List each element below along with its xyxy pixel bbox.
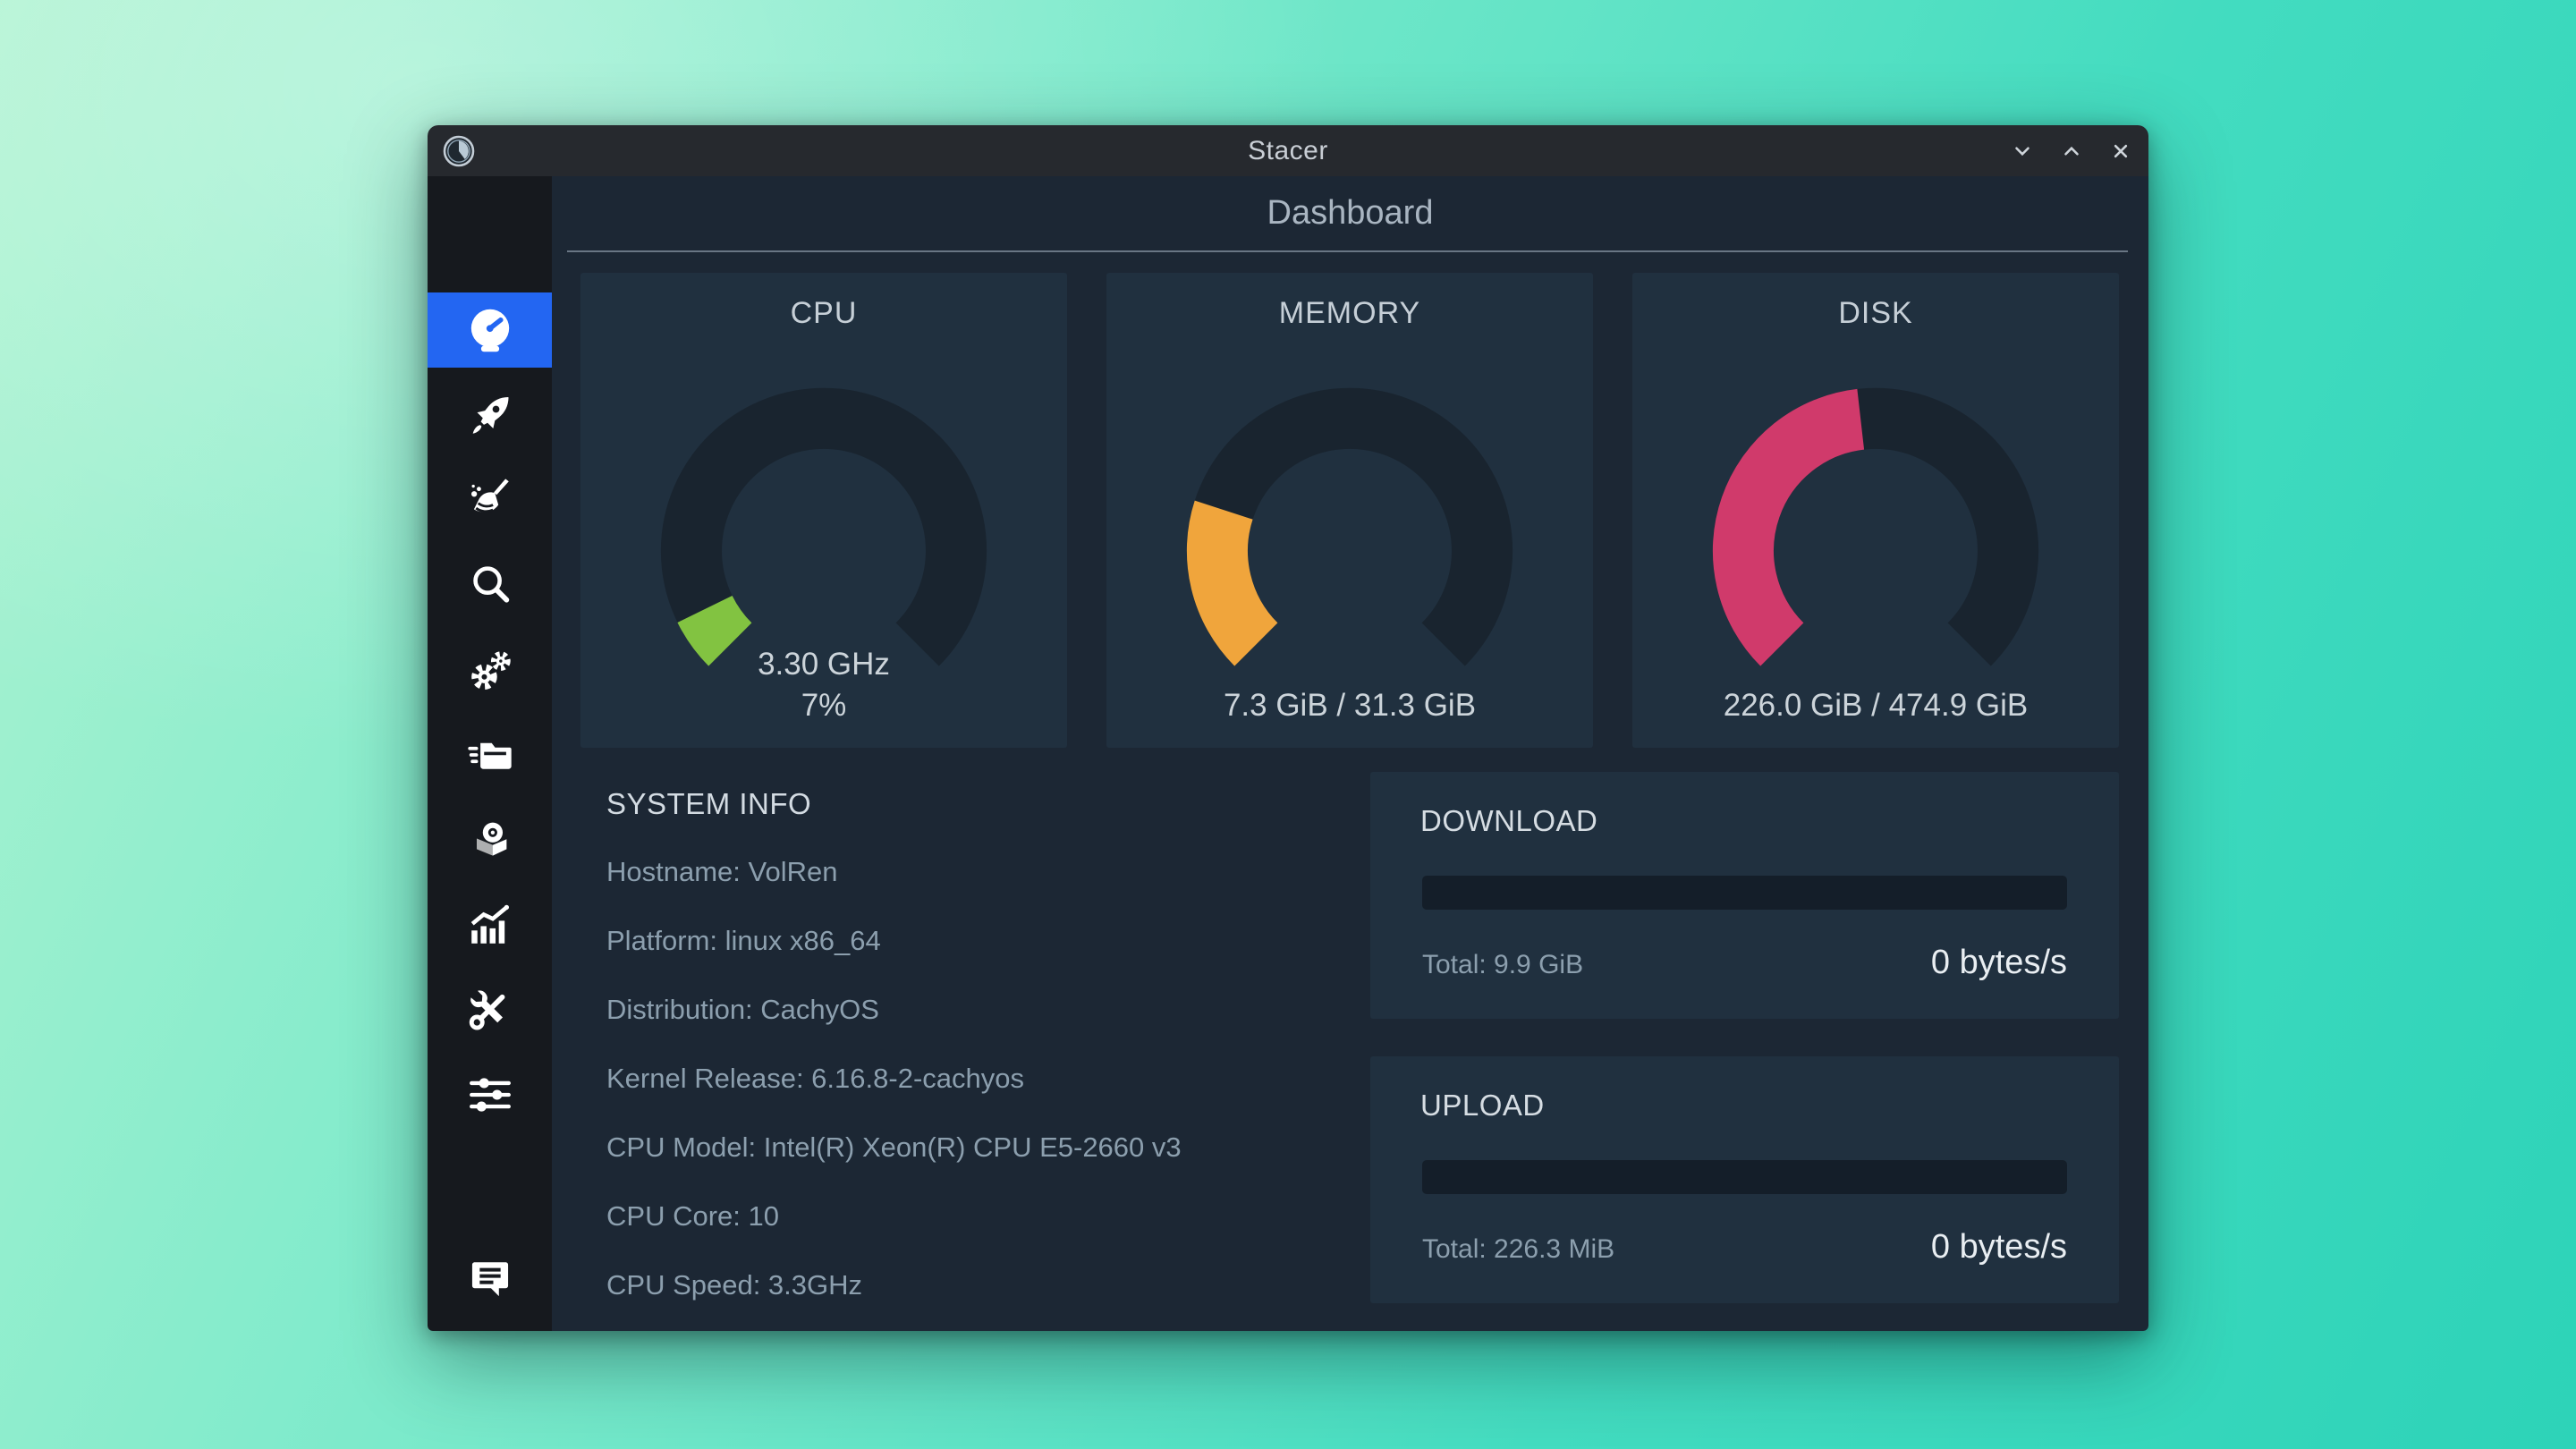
cpu-gauge-value: 7% (801, 688, 847, 723)
minimize-button[interactable] (2007, 136, 2038, 166)
system-info-line: CPU Model: Intel(R) Xeon(R) CPU E5-2660 … (606, 1131, 1182, 1163)
system-info-line: Distribution: CachyOS (606, 994, 879, 1025)
sidebar (428, 176, 552, 1331)
package-icon (464, 814, 516, 866)
processes-folder-icon (464, 729, 516, 781)
sidebar-item-processes[interactable] (428, 717, 552, 792)
disk-card-title: DISK (1838, 296, 1913, 330)
download-speed: 0 bytes/s (1930, 944, 2067, 981)
dashboard-speedometer-icon (462, 302, 518, 358)
sidebar-item-dashboard[interactable] (428, 292, 552, 368)
stacer-logo-icon (442, 134, 476, 168)
sidebar-item-settings[interactable] (428, 1057, 552, 1132)
search-icon (464, 559, 516, 611)
sidebar-item-system-cleaner[interactable] (428, 462, 552, 538)
system-info-title: SYSTEM INFO (606, 787, 812, 820)
window-body: Dashboard CPU 3.30 GHz 7% MEMORY (428, 176, 2148, 1331)
download-footer: Total: 9.9 GiB 0 bytes/s (1422, 944, 2067, 982)
dashboard-page: Dashboard CPU 3.30 GHz 7% MEMORY (552, 176, 2148, 1331)
rocket-icon (464, 389, 516, 441)
disk-card: DISK 226.0 GiB / 474.9 GiB (1632, 273, 2119, 748)
system-info-line: CPU Core: 10 (606, 1200, 779, 1232)
disk-gauge-values: 226.0 GiB / 474.9 GiB (1632, 685, 2119, 726)
disk-gauge (1712, 387, 2039, 666)
chat-bubble-icon (465, 1253, 515, 1303)
upload-speed: 0 bytes/s (1930, 1228, 2067, 1266)
memory-card-title: MEMORY (1278, 296, 1421, 330)
sidebar-item-startup-apps[interactable] (428, 377, 552, 453)
gears-icon (464, 644, 516, 696)
tools-icon (464, 984, 516, 1036)
memory-gauge (1186, 387, 1513, 666)
broom-icon (464, 474, 516, 526)
upload-footer: Total: 226.3 MiB 0 bytes/s (1422, 1228, 2067, 1267)
cpu-gauge-values: 3.30 GHz 7% (580, 644, 1067, 726)
upload-progress-bar (1422, 1160, 2067, 1194)
memory-gauge-value: 7.3 GiB / 31.3 GiB (1223, 688, 1477, 723)
download-progress-bar (1422, 876, 2067, 910)
system-info-lines: Hostname: VolRen Platform: linux x86_64 Di… (606, 837, 1340, 1319)
header-divider (567, 250, 2128, 252)
upload-title: UPLOAD (1420, 1089, 1545, 1122)
sidebar-item-feedback[interactable] (428, 1241, 552, 1316)
upload-total: Total: 226.3 MiB (1422, 1234, 1615, 1264)
cpu-card-title: CPU (790, 296, 858, 330)
cpu-card: CPU 3.30 GHz 7% (580, 273, 1067, 748)
disk-gauge-value: 226.0 GiB / 474.9 GiB (1723, 688, 2029, 723)
sidebar-item-search[interactable] (428, 547, 552, 623)
download-title: DOWNLOAD (1420, 804, 1598, 837)
memory-card: MEMORY 7.3 GiB / 31.3 GiB (1106, 273, 1593, 748)
gauge-cards-row: CPU 3.30 GHz 7% MEMORY (580, 273, 2119, 748)
page-title: Dashboard (1267, 194, 1434, 232)
download-total: Total: 9.9 GiB (1422, 950, 1584, 979)
window-title: Stacer (1248, 135, 1328, 165)
system-info-line: Platform: linux x86_64 (606, 925, 881, 956)
titlebar[interactable]: Stacer (428, 125, 2148, 176)
sidebar-item-uninstaller[interactable] (428, 802, 552, 877)
upload-card: UPLOAD Total: 226.3 MiB 0 bytes/s (1370, 1056, 2119, 1303)
sidebar-item-services[interactable] (428, 632, 552, 708)
bar-chart-icon (464, 899, 516, 951)
sidebar-item-helpers[interactable] (428, 972, 552, 1047)
maximize-button[interactable] (2056, 136, 2087, 166)
download-card: DOWNLOAD Total: 9.9 GiB 0 bytes/s (1370, 772, 2119, 1019)
system-info-line: CPU Speed: 3.3GHz (606, 1269, 863, 1301)
sliders-icon (464, 1069, 516, 1121)
cpu-gauge (660, 387, 987, 666)
sidebar-item-resources[interactable] (428, 887, 552, 962)
close-button[interactable] (2106, 136, 2136, 166)
memory-gauge-values: 7.3 GiB / 31.3 GiB (1106, 685, 1593, 726)
system-info-line: Kernel Release: 6.16.8-2-cachyos (606, 1063, 1024, 1094)
window-controls (2007, 125, 2136, 176)
cpu-gauge-value: 3.30 GHz (758, 647, 890, 682)
stacer-window: Stacer (428, 125, 2148, 1331)
system-info-section: SYSTEM INFO Hostname: VolRen Platform: li… (606, 787, 1340, 1319)
system-info-line: Hostname: VolRen (606, 856, 838, 887)
